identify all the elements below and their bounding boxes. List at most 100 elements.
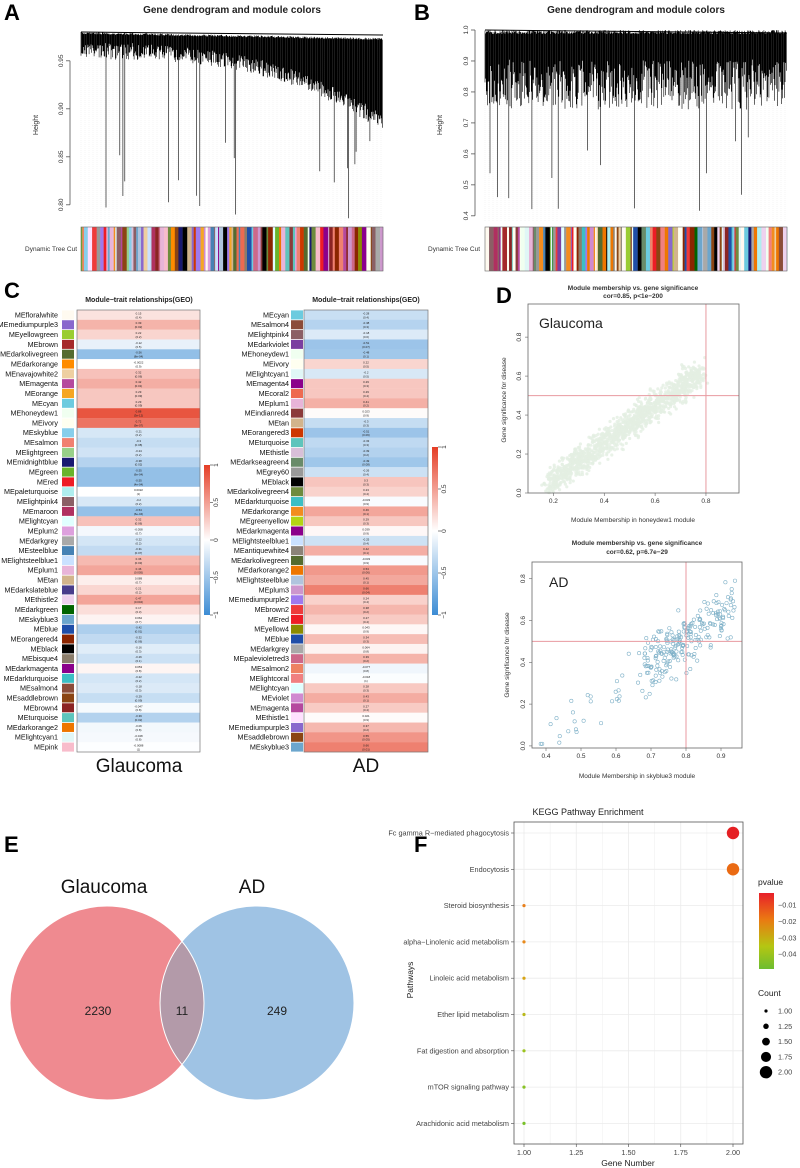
heatmap-row: MEbrown2 0.38(0.2) — [255, 604, 428, 615]
data-point — [551, 482, 555, 486]
p-value: (0.5) — [363, 374, 369, 378]
module-color-swatch — [62, 614, 74, 624]
data-point — [555, 475, 560, 479]
module-color-stripe — [214, 227, 216, 271]
correlation-value: 0.66 — [363, 586, 369, 590]
heatmap-cell — [304, 742, 428, 753]
module-color-swatch — [291, 526, 303, 536]
data-point — [667, 385, 671, 389]
p-value: (0.2) — [136, 453, 142, 457]
data-point — [626, 409, 630, 413]
module-color-stripe — [673, 227, 679, 271]
data-point — [669, 391, 673, 396]
module-color-stripe — [668, 227, 673, 271]
data-point — [700, 622, 705, 627]
data-point — [636, 418, 641, 423]
data-point — [719, 623, 724, 628]
data-point — [615, 447, 619, 451]
p-value: (0.3) — [363, 639, 369, 643]
module-color-swatch — [291, 595, 303, 605]
heatmap-row: MEpalevioletred3 0.39(0.2) — [233, 653, 428, 664]
correlation-value: 0.88 — [136, 410, 142, 414]
correlation-value: -0.058 — [134, 528, 143, 532]
heatmap-cell — [304, 467, 428, 478]
module-color-stripe — [120, 227, 123, 271]
data-point — [571, 460, 575, 464]
data-point — [646, 664, 651, 669]
data-point — [664, 652, 669, 657]
p-value: (0.4) — [363, 600, 369, 604]
module-color-stripe — [724, 227, 729, 271]
module-name: MEskyblue3 — [19, 615, 58, 624]
data-point — [711, 599, 716, 604]
heatmap-cell — [304, 359, 428, 370]
heatmap-cell — [77, 437, 200, 448]
data-point — [577, 445, 582, 449]
module-color-stripe — [630, 227, 633, 271]
data-point — [676, 658, 681, 663]
module-color-swatch — [62, 506, 74, 516]
data-point — [663, 386, 667, 390]
data-point — [681, 391, 686, 395]
data-point — [578, 473, 582, 477]
heatmap-row: MEorangered4 -0.32(0.06) — [10, 634, 200, 645]
p-value: (0.2) — [136, 335, 142, 339]
data-point — [558, 488, 562, 492]
heatmap-cell — [304, 594, 428, 605]
correlation-value: 0.27 — [363, 616, 369, 620]
module-color-stripe — [300, 227, 304, 271]
p-value: (0.09) — [135, 404, 143, 408]
heatmap-cell — [304, 437, 428, 448]
data-point — [664, 404, 668, 409]
heatmap-row: MEsalmon4 -0.18(0.3) — [20, 683, 200, 694]
dendrogram-root — [484, 29, 788, 34]
heatmap-cell — [304, 526, 428, 537]
module-color-swatch — [62, 565, 74, 575]
heatmap-row: MEmagenta4 0.29(0.3) — [246, 378, 428, 389]
heatmap-row: MElightpink4 -0.18(0.6) — [248, 329, 428, 340]
correlation-value: 0.0022 — [134, 488, 143, 492]
p-value: (0.09) — [135, 394, 143, 398]
module-color-stripe — [164, 227, 169, 271]
module-color-stripe — [533, 227, 537, 271]
heatmap-cell — [77, 673, 200, 684]
module-name: MEpink — [34, 743, 58, 752]
correlation-value: 0.23 — [363, 488, 369, 492]
heatmap-row: MEdarkturquoise -0.22(0.2) — [4, 673, 200, 684]
module-color-stripe — [553, 227, 556, 271]
heatmap-cell — [77, 496, 200, 507]
data-point — [587, 448, 591, 452]
module-color-stripe — [714, 227, 718, 271]
data-point — [708, 643, 713, 648]
data-point — [677, 378, 681, 382]
data-point — [723, 580, 728, 585]
count-tick-label: 1.25 — [778, 1022, 792, 1031]
module-color-stripe — [182, 227, 188, 271]
heatmap-row: MEyellow4 0.043(0.9) — [254, 624, 428, 635]
module-color-stripe — [621, 227, 627, 271]
p-value: (9e-07) — [134, 423, 143, 427]
module-color-stripe — [370, 227, 373, 271]
heatmap-row: MEnavajowhite2 0.32(0.06) — [5, 368, 200, 379]
module-name: MEivory — [32, 418, 58, 427]
correlation-value: -0.55 — [135, 469, 142, 473]
module-color-swatch — [291, 575, 303, 585]
data-point — [648, 421, 652, 425]
module-name: MEdarkturquoise — [4, 674, 58, 683]
module-color-stripe — [251, 227, 254, 271]
correlation-value: 0.22 — [136, 331, 142, 335]
data-point — [685, 373, 689, 377]
correlation-value: -0.12 — [135, 341, 142, 345]
module-color-swatch — [291, 408, 303, 418]
p-value: (0.3) — [363, 384, 369, 388]
module-color-stripe — [497, 227, 500, 271]
y-tick-label: 0.0 — [516, 488, 523, 497]
p-value: (0.3) — [136, 610, 142, 614]
data-point — [614, 679, 619, 684]
heatmap-row: MEcyan -0.28(0.4) — [263, 310, 428, 321]
module-color-stripe — [334, 227, 340, 271]
module-color-swatch — [291, 438, 303, 448]
module-color-swatch — [291, 388, 303, 398]
module-name: MEblack — [30, 644, 58, 653]
heatmap-cell — [304, 643, 428, 654]
